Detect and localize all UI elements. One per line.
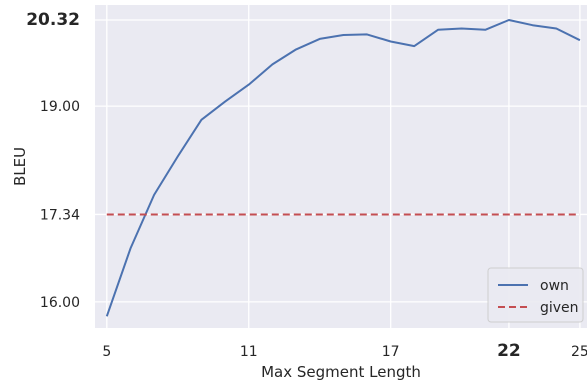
x-axis-label: Max Segment Length <box>261 363 421 380</box>
tick-labels: 5 11 17 22 25 16.00 17.34 19.00 20.32 <box>26 10 587 361</box>
y-tick-label: 16.00 <box>40 295 80 311</box>
y-tick-label: 17.34 <box>40 207 80 223</box>
y-tick-label: 20.32 <box>26 10 80 30</box>
legend-label-given: given <box>540 300 579 316</box>
y-tick-label: 19.00 <box>40 99 80 115</box>
x-tick-label: 17 <box>382 344 400 360</box>
y-axis-label: BLEU <box>11 147 29 186</box>
x-tick-label: 5 <box>102 344 111 360</box>
series-line-own <box>105 19 581 317</box>
legend-box <box>487 267 584 323</box>
series-layer <box>105 19 581 317</box>
x-tick-label: 22 <box>497 341 521 361</box>
legend: own given <box>487 267 584 323</box>
x-tick-label: 25 <box>571 344 587 360</box>
x-tick-label: 11 <box>240 344 258 360</box>
legend-label-own: own <box>540 278 569 294</box>
